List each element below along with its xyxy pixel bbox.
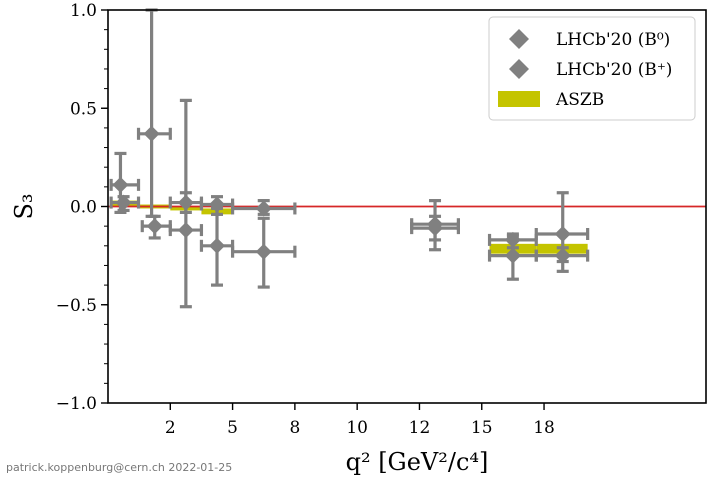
diamond-marker bbox=[146, 218, 163, 235]
footer-credit: patrick.koppenburg@cern.ch 2022-01-25 bbox=[6, 461, 232, 474]
legend-label: LHCb'20 (B⁰) bbox=[556, 30, 670, 50]
diamond-marker bbox=[255, 200, 272, 217]
point-s1-5 bbox=[410, 199, 460, 252]
data-points bbox=[109, 8, 590, 309]
legend-marker-band bbox=[498, 91, 540, 107]
x-axis-label: q² [GeV²/c⁴] bbox=[346, 448, 489, 476]
y-axis-label: S₃ bbox=[10, 193, 38, 219]
diamond-marker bbox=[143, 125, 160, 142]
x-tick-label: 8 bbox=[289, 418, 300, 438]
point-s0-1 bbox=[140, 214, 172, 240]
y-tick-label: 0.5 bbox=[70, 99, 97, 119]
diamond-marker bbox=[112, 176, 129, 193]
legend-marker-diamond bbox=[509, 59, 529, 79]
legend-label: LHCb'20 (B⁺) bbox=[556, 60, 672, 80]
x-tick-label: 12 bbox=[409, 418, 431, 438]
legend: LHCb'20 (B⁰) LHCb'20 (B⁺) ASZB bbox=[488, 16, 696, 121]
point-s1-6 bbox=[487, 234, 538, 281]
diamond-marker bbox=[177, 222, 194, 239]
diamond-marker bbox=[427, 216, 444, 233]
point-s0-4 bbox=[230, 199, 297, 217]
point-s1-4 bbox=[230, 216, 297, 289]
y-tick-label: 0.0 bbox=[70, 198, 97, 218]
point-s1-3 bbox=[199, 206, 235, 287]
x-tick-label: 18 bbox=[533, 418, 555, 438]
point-s1-0 bbox=[109, 151, 141, 214]
x-tick-label: 2 bbox=[165, 418, 176, 438]
point-s1-2 bbox=[168, 98, 204, 309]
legend-box bbox=[488, 16, 696, 121]
x-tick-label: 10 bbox=[346, 418, 368, 438]
y-tick-label: −1.0 bbox=[56, 394, 97, 414]
legend-label: ASZB bbox=[555, 90, 604, 110]
point-s1-1 bbox=[136, 8, 172, 218]
y-tick-label: 1.0 bbox=[70, 1, 97, 21]
diamond-marker bbox=[255, 243, 272, 260]
legend-marker-diamond bbox=[509, 29, 529, 49]
point-s1-7 bbox=[534, 191, 590, 273]
x-axis-ticks: 2 5 8 10 12 15 18 bbox=[165, 403, 555, 438]
point-s0-0 bbox=[109, 194, 141, 213]
x-tick-label: 15 bbox=[471, 418, 493, 438]
y-tick-label: −0.5 bbox=[56, 296, 97, 316]
diamond-marker bbox=[504, 247, 521, 264]
diamond-marker bbox=[209, 237, 226, 254]
y-axis-ticks: −1.0 −0.5 0.0 0.5 1.0 bbox=[56, 1, 108, 414]
x-tick-label: 5 bbox=[227, 418, 238, 438]
diamond-marker bbox=[554, 226, 571, 243]
